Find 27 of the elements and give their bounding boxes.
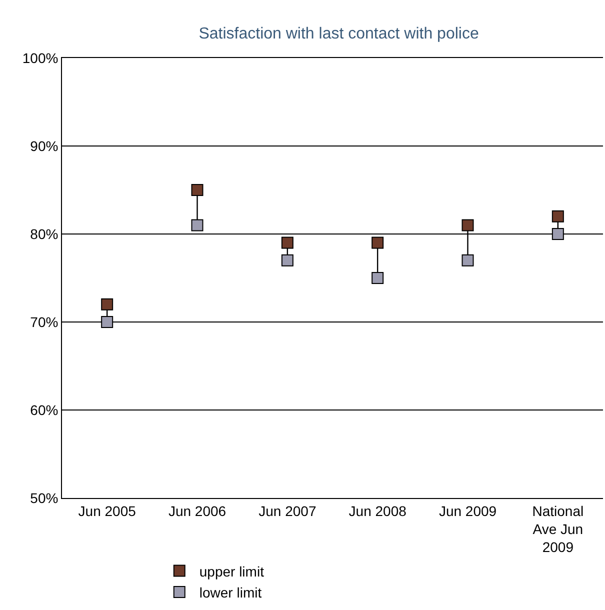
y-tick-label: 90% [30,138,58,154]
point [101,316,114,328]
y-tick-label: 100% [22,50,58,66]
y-tick-label: 50% [30,490,58,506]
point [462,254,474,266]
point [101,298,114,310]
y-tick-label: 80% [30,226,58,242]
point [281,254,294,266]
point [372,272,384,284]
point [191,219,204,232]
y-tick-label: 60% [30,402,58,418]
x-tick-label: Jun 2006 [168,502,226,519]
point [462,219,474,232]
chart-title: Satisfaction with last contact with police [198,26,479,43]
legend-label: lower limit [199,584,262,600]
x-tick-label: Jun 2008 [348,502,407,519]
point [552,210,564,222]
x-tick-label: Jun 2009 [438,502,497,519]
point [372,236,384,249]
point [281,236,294,249]
x-tick-label: National Ave Jun 2009 [532,502,584,556]
point [191,184,204,196]
x-tick-label: Jun 2005 [78,502,136,519]
x-tick-label: Jun 2007 [258,502,316,519]
point [552,228,564,240]
legend-label: upper limit [199,563,264,580]
y-tick-label: 70% [30,314,58,330]
